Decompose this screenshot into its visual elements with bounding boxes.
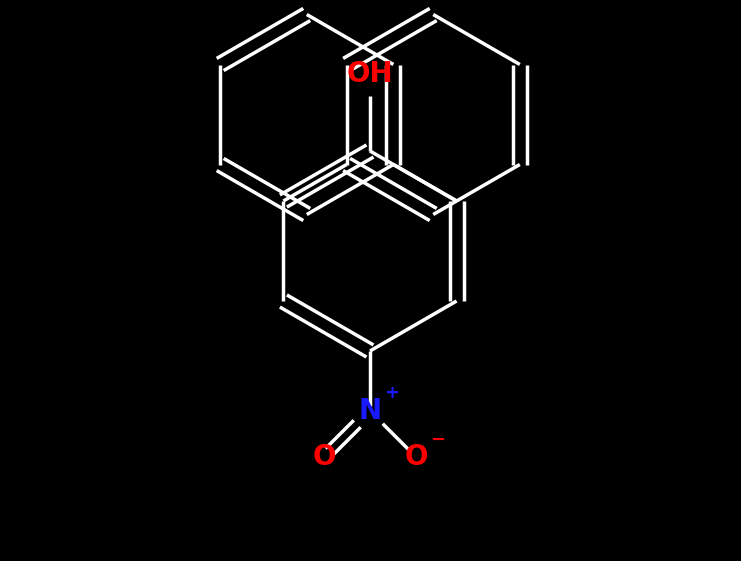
Text: O: O	[312, 443, 336, 471]
Text: −: −	[431, 431, 445, 449]
Text: OH: OH	[347, 60, 393, 88]
Text: +: +	[385, 384, 399, 402]
Text: N: N	[359, 397, 382, 425]
Text: O: O	[405, 443, 428, 471]
